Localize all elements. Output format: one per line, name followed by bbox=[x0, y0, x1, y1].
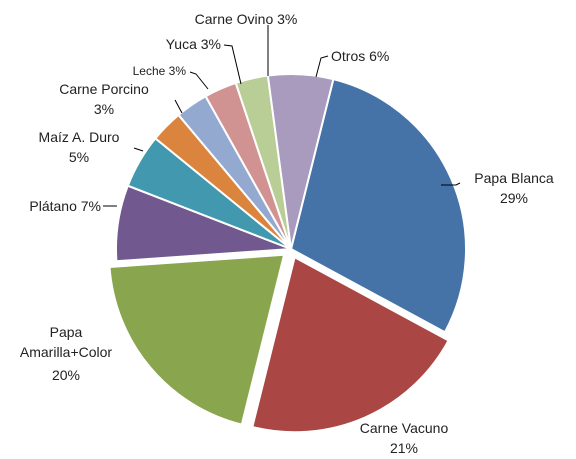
leader-line-maiz bbox=[133, 147, 144, 152]
slice-value-maiz: 5% bbox=[69, 149, 89, 165]
slice-value-papa-blanca: 29% bbox=[500, 190, 528, 206]
slice-label-papa-blanca: Papa Blanca bbox=[474, 170, 554, 186]
slice-label-yuca: Yuca 3% bbox=[166, 36, 221, 52]
slice-label-maiz: Maíz A. Duro bbox=[39, 129, 120, 145]
leader-line-carne-porcino bbox=[174, 99, 183, 114]
leader-line-otros bbox=[315, 55, 329, 78]
leader-line-yuca bbox=[223, 44, 242, 85]
leader-line-papa-blanca bbox=[441, 182, 461, 186]
pie-slice-papa-amarilla-color bbox=[108, 253, 286, 426]
slice-label-leche: Leche 3% bbox=[133, 64, 187, 78]
slice-label-otros: Otros 6% bbox=[331, 48, 389, 64]
slice-value-papa-amarilla: 20% bbox=[52, 367, 80, 383]
slice-label-carne-ovino: Carne Ovino 3% bbox=[195, 11, 298, 27]
pie-slice-carne-vacuno bbox=[251, 255, 450, 434]
pie-slices bbox=[108, 73, 467, 434]
slice-label-carne-porcino: Carne Porcino bbox=[59, 81, 149, 97]
slice-label-platano: Plátano 7% bbox=[29, 198, 101, 214]
pie-slice-papa-blanca bbox=[289, 77, 467, 334]
leader-lines bbox=[103, 25, 461, 207]
slice-label-papa-amarilla-line2: Amarilla+Color bbox=[20, 344, 113, 360]
slice-value-carne-vacuno: 21% bbox=[390, 440, 418, 456]
leader-line-leche bbox=[189, 71, 209, 90]
slice-label-carne-vacuno: Carne Vacuno bbox=[360, 420, 449, 436]
slice-label-papa-amarilla-line1: Papa bbox=[50, 324, 83, 340]
slice-value-carne-porcino: 3% bbox=[94, 101, 114, 117]
